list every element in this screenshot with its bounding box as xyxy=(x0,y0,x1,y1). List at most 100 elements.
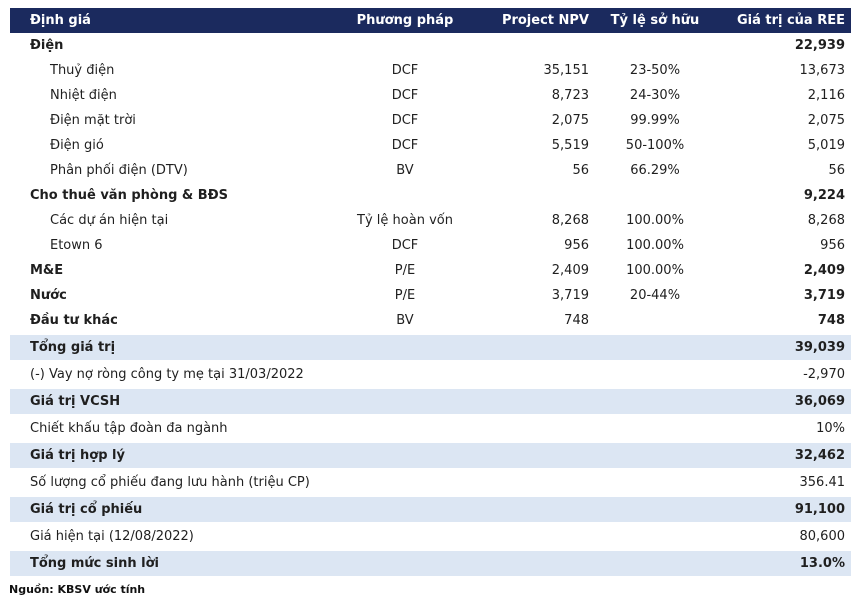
table-row: M&E P/E 2,409 100.00% 2,409 xyxy=(10,258,851,283)
ownership-cell xyxy=(595,549,715,578)
column-header-ownership: Tỷ lệ sở hữu xyxy=(595,8,715,33)
method-cell: DCF xyxy=(391,138,419,153)
row-label-cell: (-) Vay nợ ròng công ty mẹ tại 31/03/202… xyxy=(30,367,304,382)
ownership-cell xyxy=(595,495,715,524)
ree-value-cell: 5,019 xyxy=(807,138,845,153)
method-cell xyxy=(340,495,470,524)
source-note: Nguồn: KBSV ước tính xyxy=(9,583,146,596)
column-header-valuation: Định giá xyxy=(10,8,340,33)
ree-value-cell: 10% xyxy=(816,421,845,436)
column-header-method: Phương pháp xyxy=(340,8,470,33)
ownership-cell xyxy=(595,33,715,58)
method-cell xyxy=(340,469,470,496)
ownership-cell xyxy=(595,523,715,550)
ownership-cell: 100.00% xyxy=(626,238,684,253)
ownership-cell: 100.00% xyxy=(626,263,684,278)
ownership-cell xyxy=(595,308,715,334)
table-row: Tổng mức sinh lời 13.0% xyxy=(10,549,851,578)
ownership-cell xyxy=(595,387,715,416)
row-label-cell: Nước xyxy=(30,288,67,303)
table-row: Giá hiện tại (12/08/2022) 80,600 xyxy=(10,523,851,550)
ree-value-cell: 39,039 xyxy=(715,333,851,362)
method-cell: DCF xyxy=(391,63,419,78)
method-cell xyxy=(340,415,470,442)
project-npv-cell xyxy=(470,549,595,578)
row-label-cell: Các dự án hiện tại xyxy=(50,213,169,228)
row-label-cell: Giá hiện tại (12/08/2022) xyxy=(30,529,194,544)
row-label-cell: M&E xyxy=(30,263,64,278)
ownership-cell: 66.29% xyxy=(630,163,680,178)
row-label-cell: Điện xyxy=(30,38,64,53)
row-label-cell: Số lượng cổ phiếu đang lưu hành (triệu C… xyxy=(30,475,310,490)
project-npv-cell xyxy=(470,495,595,524)
project-npv-cell xyxy=(470,415,595,442)
method-cell: P/E xyxy=(394,288,416,303)
method-cell xyxy=(340,333,470,362)
ree-value-cell: 32,462 xyxy=(715,441,851,470)
project-npv-cell xyxy=(470,523,595,550)
row-label-cell: Giá trị cổ phiếu xyxy=(10,495,340,524)
ownership-cell xyxy=(595,415,715,442)
ree-value-cell: 56 xyxy=(828,163,845,178)
method-cell xyxy=(340,549,470,578)
ree-value-cell: 13.0% xyxy=(715,549,851,578)
project-npv-cell: 748 xyxy=(564,313,589,328)
method-cell: DCF xyxy=(391,113,419,128)
project-npv-cell: 8,723 xyxy=(551,88,589,103)
table-row: Etown 6 DCF 956 100.00% 956 xyxy=(10,233,851,258)
table-header-row: Định giá Phương pháp Project NPV Tỷ lệ s… xyxy=(10,8,851,33)
ree-value-cell: 36,069 xyxy=(715,387,851,416)
method-cell xyxy=(340,387,470,416)
table-row: Nước P/E 3,719 20-44% 3,719 xyxy=(10,283,851,308)
table-row: Thuỷ điện DCF 35,151 23-50% 13,673 xyxy=(10,58,851,83)
row-label-cell: Chiết khấu tập đoàn đa ngành xyxy=(30,421,228,436)
method-cell xyxy=(340,33,470,58)
method-cell xyxy=(340,523,470,550)
project-npv-cell: 5,519 xyxy=(551,138,589,153)
ree-value-cell: 91,100 xyxy=(715,495,851,524)
table-row: Phân phối điện (DTV) BV 56 66.29% 56 xyxy=(10,158,851,183)
project-npv-cell xyxy=(470,387,595,416)
project-npv-cell xyxy=(470,469,595,496)
table-row: Điện gió DCF 5,519 50-100% 5,019 xyxy=(10,133,851,158)
ree-value-cell: 2,075 xyxy=(807,113,845,128)
row-label-cell: Nhiệt điện xyxy=(50,88,117,103)
ree-value-cell: 2,409 xyxy=(803,263,845,278)
row-label-cell: Tổng giá trị xyxy=(10,333,340,362)
ownership-cell: 100.00% xyxy=(626,213,684,228)
table-row: Đầu tư khác BV 748 748 xyxy=(10,308,851,334)
table-row: Giá trị cổ phiếu 91,100 xyxy=(10,495,851,524)
method-cell xyxy=(340,441,470,470)
table-row: Điện 22,939 xyxy=(10,33,851,58)
row-label-cell: Tổng mức sinh lời xyxy=(10,549,340,578)
method-cell: DCF xyxy=(391,238,419,253)
ownership-cell: 20-44% xyxy=(629,288,681,303)
ree-value-cell: 956 xyxy=(820,238,845,253)
valuation-page: Định giá Phương pháp Project NPV Tỷ lệ s… xyxy=(0,8,859,601)
row-label-cell: Phân phối điện (DTV) xyxy=(50,163,188,178)
project-npv-cell xyxy=(470,441,595,470)
row-label-cell: Đầu tư khác xyxy=(30,313,118,328)
table-row: Số lượng cổ phiếu đang lưu hành (triệu C… xyxy=(10,469,851,496)
table-row: Giá trị VCSH 36,069 xyxy=(10,387,851,416)
method-cell: Tỷ lệ hoàn vốn xyxy=(357,213,453,228)
ownership-cell: 99.99% xyxy=(630,113,680,128)
ownership-cell xyxy=(595,361,715,388)
table-row: Nhiệt điện DCF 8,723 24-30% 2,116 xyxy=(10,83,851,108)
ree-value-cell: -2,970 xyxy=(803,367,845,382)
ree-value-cell: 22,939 xyxy=(794,38,845,53)
project-npv-cell xyxy=(470,333,595,362)
table-row: Giá trị hợp lý 32,462 xyxy=(10,441,851,470)
row-label-cell: Thuỷ điện xyxy=(50,63,115,78)
project-npv-cell xyxy=(470,33,595,58)
project-npv-cell xyxy=(470,361,595,388)
table-row: (-) Vay nợ ròng công ty mẹ tại 31/03/202… xyxy=(10,361,851,388)
ree-value-cell: 2,116 xyxy=(807,88,845,103)
ownership-cell xyxy=(595,183,715,208)
table-row: Chiết khấu tập đoàn đa ngành 10% xyxy=(10,415,851,442)
row-label-cell: Giá trị VCSH xyxy=(10,387,340,416)
row-label-cell: Cho thuê văn phòng & BĐS xyxy=(30,188,228,203)
project-npv-cell: 2,409 xyxy=(551,263,589,278)
ownership-cell: 24-30% xyxy=(629,88,681,103)
row-label-cell: Giá trị hợp lý xyxy=(10,441,340,470)
